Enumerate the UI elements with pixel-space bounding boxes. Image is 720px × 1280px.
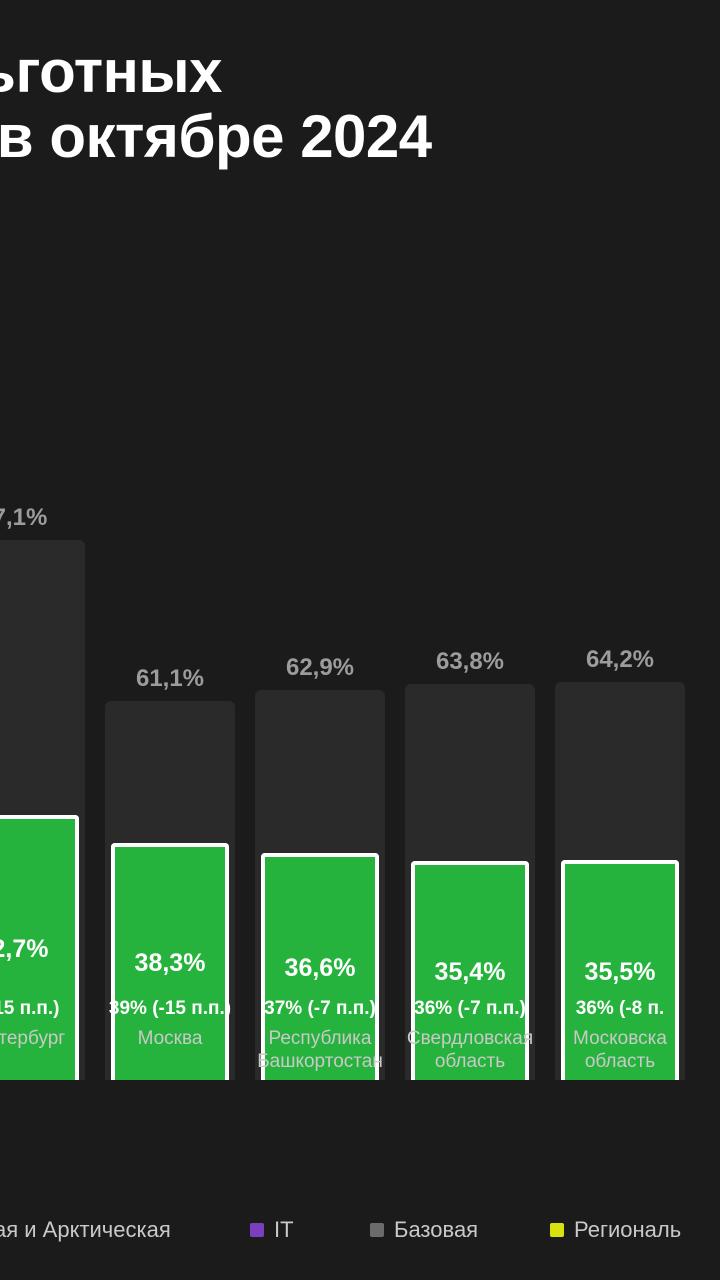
legend-item: Региональ xyxy=(550,1217,681,1243)
legend-swatch xyxy=(370,1223,384,1237)
legend-label: IT xyxy=(274,1217,294,1243)
title-line-1: ть льготных xyxy=(0,40,710,105)
legend-item: IT xyxy=(250,1217,294,1243)
background-bar-value: 63,8% xyxy=(405,648,535,676)
region-label: Москва xyxy=(105,1028,235,1080)
bar-summary: 39% (-15 п.п.) xyxy=(105,998,235,1020)
legend-item: ая и Арктическая xyxy=(0,1217,171,1243)
foreground-bar-value: 36,6% xyxy=(285,954,356,983)
title-block: ть льготных амм в октябре 2024 ач, % xyxy=(0,40,710,229)
region-label: Московска область xyxy=(555,1028,685,1080)
background-bar-value: 64,2% xyxy=(555,646,685,674)
title-line-2: амм в октябре 2024 xyxy=(0,105,710,170)
foreground-bar-value: 38,3% xyxy=(135,949,206,978)
legend-label: ая и Арктическая xyxy=(0,1217,171,1243)
region-label: Свердловская область xyxy=(405,1028,535,1080)
legend-swatch xyxy=(250,1223,264,1237)
background-bar-value: 61,1% xyxy=(105,665,235,693)
bar-summary: 37% (-7 п.п.) xyxy=(255,998,385,1020)
foreground-bar-value: 35,4% xyxy=(435,958,506,987)
legend-label: Региональ xyxy=(574,1217,681,1243)
legend-item: Базовая xyxy=(370,1217,478,1243)
region-label: Петербург xyxy=(0,1028,85,1080)
bar-summary: 36% (-8 п. xyxy=(555,998,685,1020)
region-label: Республика Башкортостан xyxy=(255,1028,385,1080)
background-bar-value: 62,9% xyxy=(255,654,385,682)
bar-chart: 7,1% 2,7% (-15 п.п.) Петербург 61,1% 38,3% 39%… xyxy=(0,340,720,1080)
legend-swatch xyxy=(550,1223,564,1237)
legend-label: Базовая xyxy=(394,1217,478,1243)
bar-summary: 36% (-7 п.п.) xyxy=(405,998,535,1020)
bar-summary: (-15 п.п.) xyxy=(0,998,85,1020)
subtitle: ач, % xyxy=(0,184,710,229)
foreground-bar-value: 35,5% xyxy=(585,958,656,987)
foreground-bar-value: 2,7% xyxy=(0,935,48,964)
background-bar-value: 7,1% xyxy=(0,504,85,532)
